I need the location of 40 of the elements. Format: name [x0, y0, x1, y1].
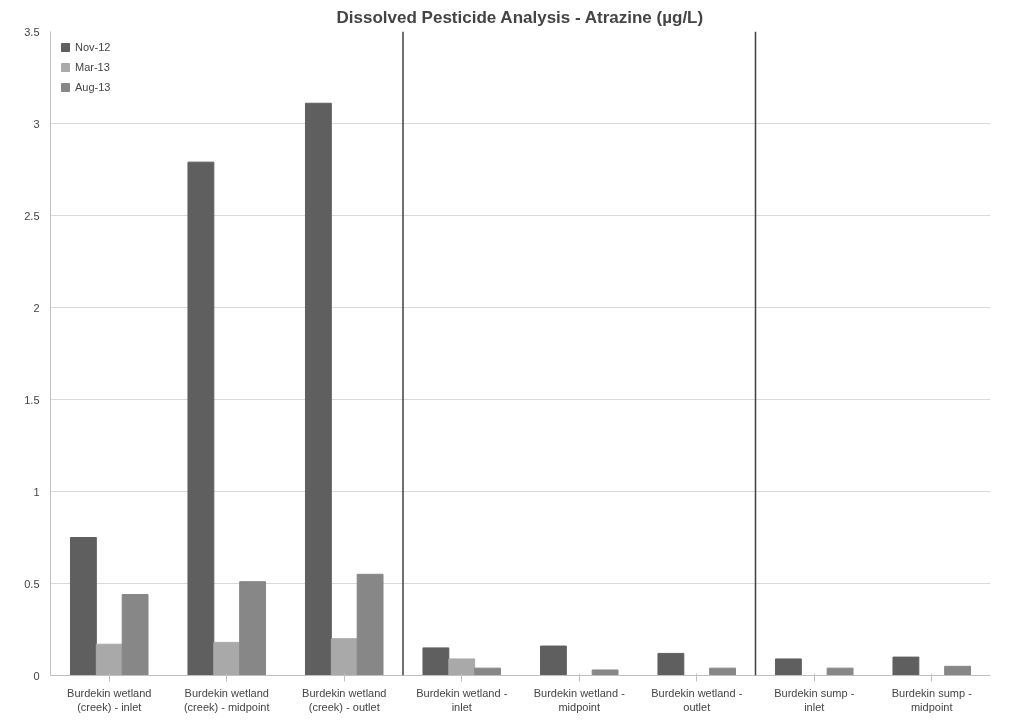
bar: [304, 102, 332, 676]
bar: [709, 667, 737, 676]
bar: [330, 638, 358, 676]
chart-title: Dissolved Pesticide Analysis - Atrazine (µg/L): [336, 7, 704, 27]
x-tick-label: Burdekin sump - inlet: [774, 686, 855, 713]
y-tick-label: 2.5: [24, 209, 40, 222]
bar: [187, 161, 215, 676]
x-tick-label: Burdekin wetland - midpoint: [533, 686, 626, 713]
legend-label: Nov-12: [75, 41, 111, 53]
bar: [591, 669, 619, 676]
legend-label: Aug-13: [75, 81, 111, 93]
bar: [356, 573, 384, 676]
bar: [448, 658, 476, 676]
bar: [239, 581, 267, 676]
y-tick-label: 0: [33, 669, 40, 682]
bar: [944, 665, 972, 676]
y-tick-label: 1.5: [24, 393, 40, 406]
bar: [826, 667, 854, 676]
x-tick-label: Burdekin sump - midpoint: [891, 686, 973, 713]
y-tick-label: 1: [33, 485, 40, 498]
y-tick-label: 0.5: [24, 577, 40, 590]
bar: [69, 537, 97, 676]
x-tick-label: Burdekin wetland (creek) - inlet: [67, 686, 152, 713]
y-tick-label: 3.5: [24, 25, 40, 38]
bar: [422, 647, 450, 676]
bar: [474, 667, 502, 676]
bar: [892, 656, 920, 676]
x-tick-label: Burdekin wetland (creek) - midpoint: [183, 686, 270, 713]
bar: [121, 594, 149, 676]
x-tick-label: Burdekin wetland - inlet: [416, 686, 508, 713]
bar: [95, 643, 123, 676]
y-tick-label: 2: [33, 301, 40, 314]
legend-label: Mar-13: [75, 61, 110, 73]
bar: [539, 645, 567, 676]
x-tick-label: Burdekin wetland - outlet: [651, 686, 743, 713]
y-tick-label: 3: [33, 117, 40, 130]
bar: [774, 658, 802, 676]
x-tick-label: Burdekin wetland (creek) - outlet: [302, 686, 387, 713]
bar: [213, 641, 241, 676]
bar: [657, 652, 685, 676]
